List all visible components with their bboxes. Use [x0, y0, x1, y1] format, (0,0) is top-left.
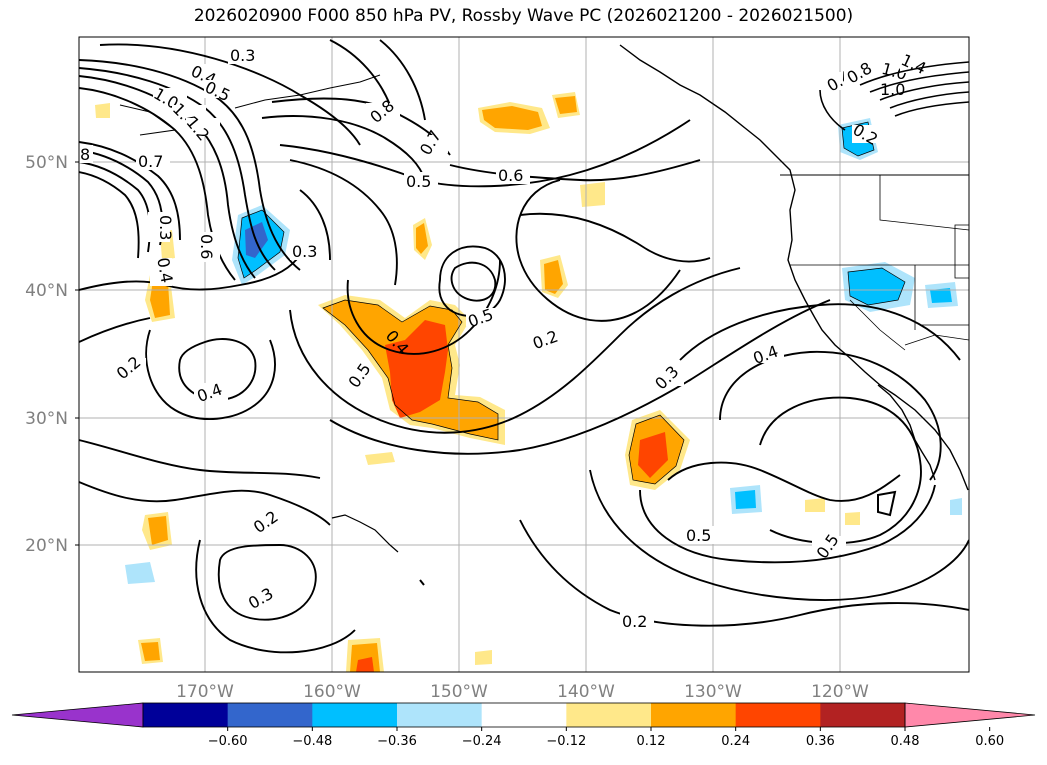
lat-axis: 50°N 40°N 30°N 20°N — [25, 153, 79, 556]
ne-contours — [819, 61, 969, 131]
contour-label: 8 — [80, 145, 90, 164]
contour-label: 0.7 — [138, 152, 163, 171]
colorbar-tick-label: 0.12 — [637, 734, 666, 749]
colorbar-tick-label: −0.12 — [546, 734, 586, 749]
colorbar-tick-label: −0.24 — [462, 734, 502, 749]
map-background — [79, 37, 969, 672]
coastlines — [119, 44, 969, 586]
lon-label: 160°W — [303, 682, 361, 702]
colorbar-segment — [820, 703, 906, 727]
lon-label: 170°W — [176, 682, 234, 702]
contour-label: 0.5 — [406, 172, 431, 191]
lon-axis: 170°W 160°W 150°W 140°W 130°W 120°W — [176, 682, 869, 702]
contour-label: 0.3 — [156, 215, 175, 240]
contour-label: 0.3 — [230, 46, 255, 65]
lon-label: 150°W — [430, 682, 488, 702]
lat-label: 40°N — [25, 281, 68, 301]
colorbar-segment — [651, 703, 737, 727]
lat-label: 20°N — [25, 536, 68, 556]
contour-label: 0.2 — [622, 612, 647, 631]
colorbar-extend-low — [11, 702, 144, 728]
colorbar-extend-high — [904, 702, 1036, 728]
contour-label: 0.6 — [197, 234, 216, 259]
colorbar-segment — [143, 703, 229, 727]
contour-label: 0.5 — [686, 526, 711, 545]
colorbar-segment — [227, 703, 313, 727]
colorbar-segment — [566, 703, 652, 727]
lon-label: 130°W — [684, 682, 742, 702]
lat-label: 30°N — [25, 409, 68, 429]
colorbar-tick-label: −0.60 — [208, 734, 248, 749]
contour-label: 0.4 — [153, 256, 176, 284]
colorbar-tick-label: 0.48 — [891, 734, 920, 749]
lon-label: 140°W — [557, 682, 615, 702]
colorbar-segment — [481, 703, 567, 727]
colorbar-tick-label: 0.60 — [975, 734, 1004, 749]
colorbar-segment — [312, 703, 398, 727]
colorbar-segment — [397, 703, 483, 727]
shade-outlines — [237, 121, 906, 485]
lat-label: 50°N — [25, 153, 68, 173]
pv-contours — [79, 39, 969, 654]
colorbar: −0.60 −0.48 −0.36 −0.24 −0.12 0.12 0.24 0.36 0.4… — [11, 702, 1036, 749]
colorbar-tick-label: −0.36 — [377, 734, 417, 749]
colorbar-segment — [735, 703, 821, 727]
map-frame — [78, 36, 970, 673]
contour-label: 0.3 — [292, 242, 317, 261]
lon-label: 120°W — [811, 682, 869, 702]
colorbar-tick-label: −0.48 — [292, 734, 332, 749]
contour-labels: 0.3 0.4 0.5 1.0 1.4 1.2 0.7 8 0.8 0.7 0.… — [79, 46, 934, 631]
map-title: 2026020900 F000 850 hPa PV, Rossby Wave … — [193, 6, 854, 26]
contour-label: 0.6 — [498, 166, 523, 185]
colorbar-tick-label: 0.24 — [721, 734, 750, 749]
colorbar-outline — [142, 702, 906, 728]
colorbar-tick-label: 0.36 — [806, 734, 835, 749]
